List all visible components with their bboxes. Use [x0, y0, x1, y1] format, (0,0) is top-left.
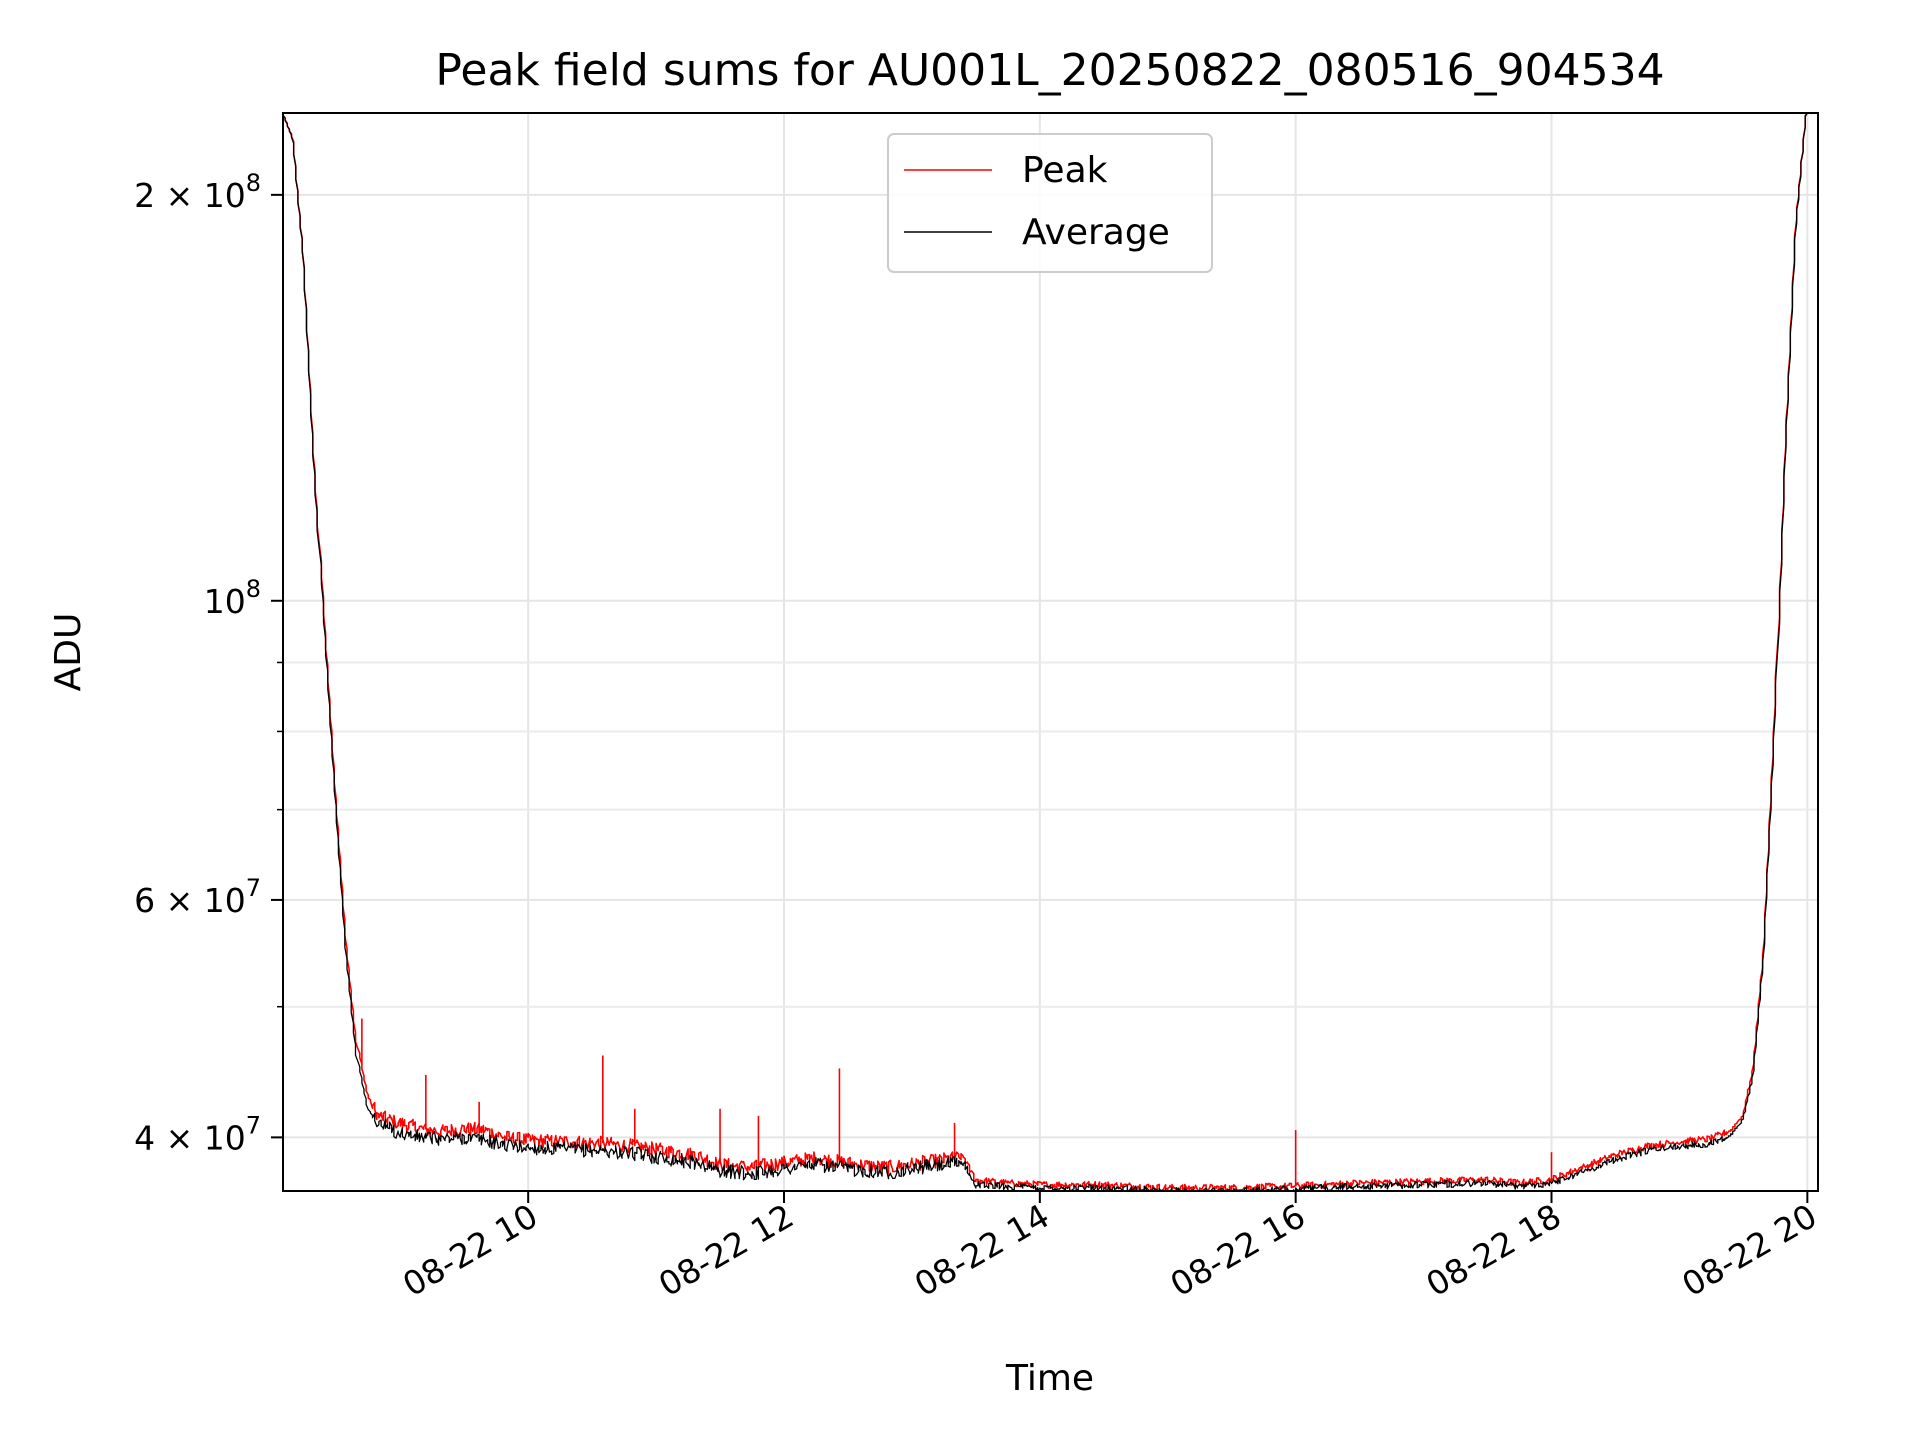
y-tick-label: 2 × 108	[134, 169, 261, 215]
y-tick-label: 6 × 107	[134, 874, 261, 920]
series-line-average	[283, 113, 1818, 1191]
legend: Peak Average	[887, 133, 1213, 273]
x-axis-label: Time	[1005, 1358, 1094, 1399]
chart-title: Peak field sums for AU001L_20250822_0805…	[435, 45, 1664, 96]
y-tick-label: 108	[204, 575, 261, 621]
y-tick-label: 4 × 107	[134, 1111, 261, 1157]
legend-label-peak: Peak	[1022, 150, 1108, 191]
legend-box	[887, 133, 1213, 273]
series-layer	[283, 113, 1818, 1191]
plot-frame	[282, 112, 1819, 1192]
series-line-peak	[283, 113, 1818, 1191]
y-axis-label: ADU	[48, 613, 89, 692]
legend-label-average: Average	[1022, 212, 1170, 253]
